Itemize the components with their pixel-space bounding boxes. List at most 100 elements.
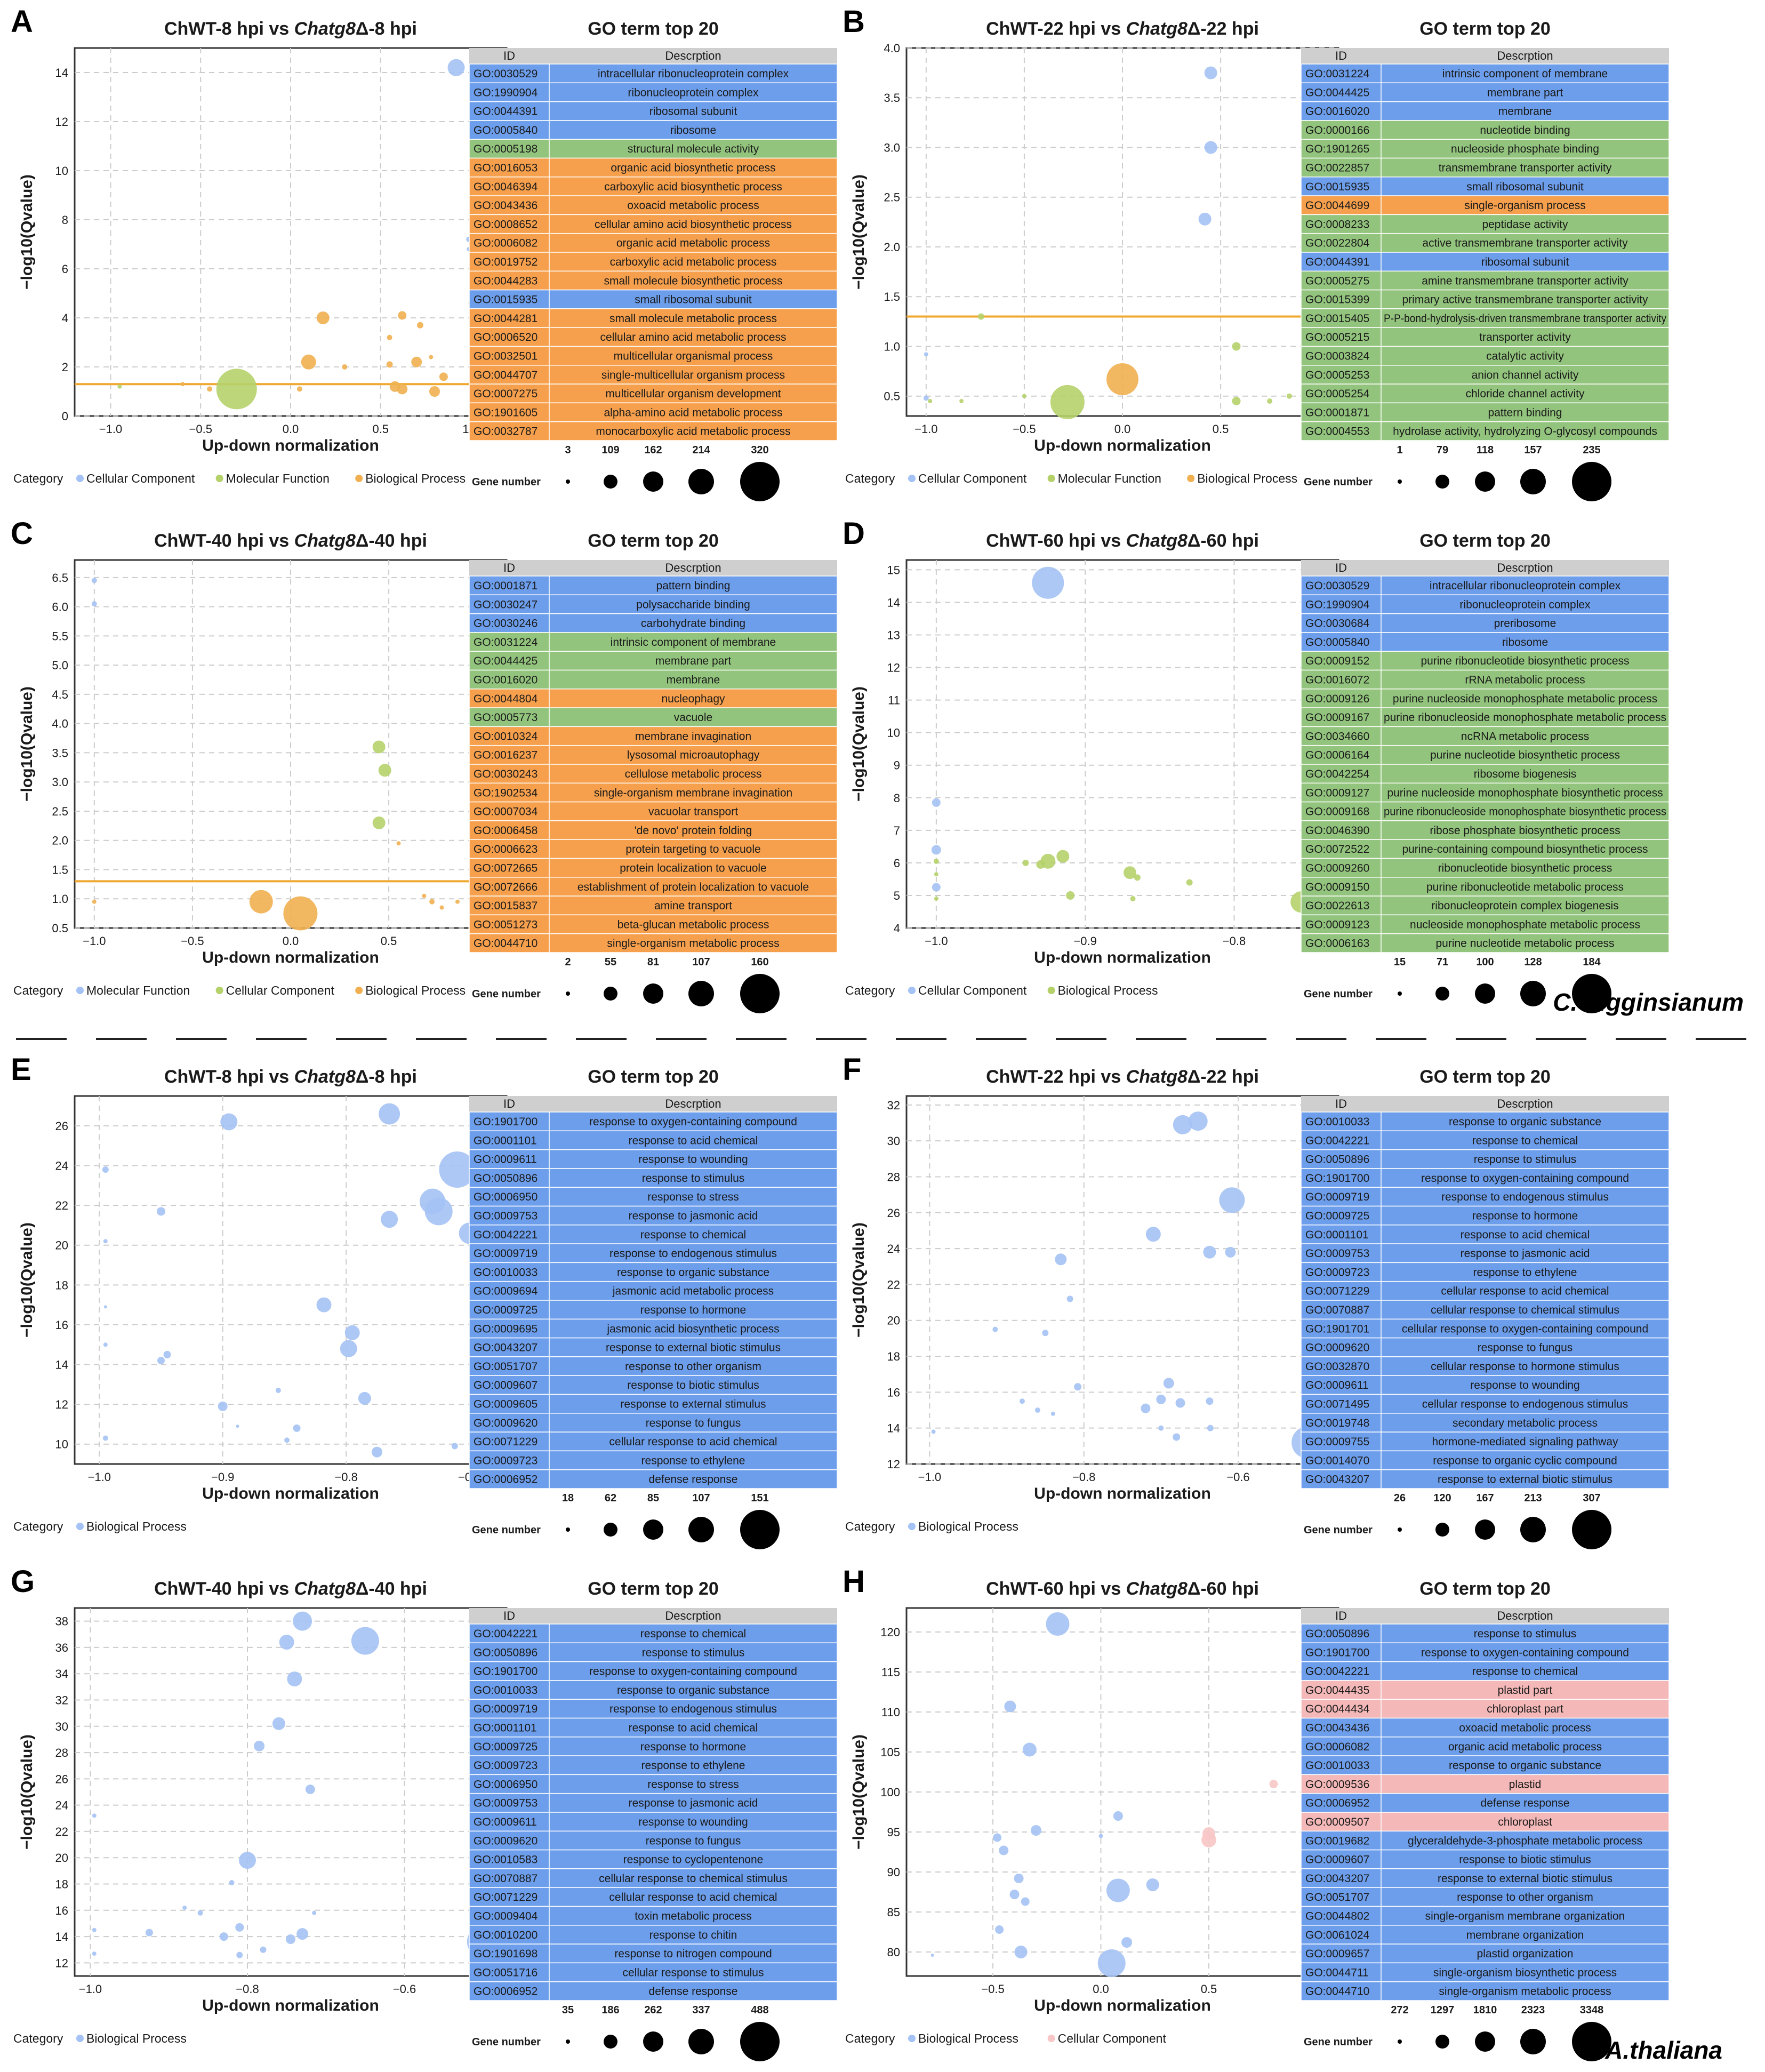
data-point [1034, 1407, 1040, 1413]
legend-gene-circle [1435, 987, 1449, 1001]
panel-letter: F [843, 1052, 861, 1087]
table-cell-id: GO:0070887 [1305, 1304, 1369, 1316]
table-cell-description: vacuolar transport [648, 806, 738, 818]
data-point [398, 311, 407, 320]
table-cell-id: GO:0009150 [1305, 881, 1369, 893]
table-cell-id: GO:0015399 [1305, 294, 1369, 306]
table-cell-id: GO:0009260 [1305, 862, 1369, 875]
table-row [1301, 1130, 1670, 1150]
table-cell-description: response to ethylene [641, 1454, 745, 1467]
legend-gene-circle [1572, 974, 1611, 1013]
table-row [1301, 1243, 1670, 1263]
table-row [1301, 1225, 1670, 1244]
table-title: GO term top 20 [1419, 19, 1551, 39]
table-cell-description: chloroplast part [1487, 1703, 1563, 1715]
y-tick-label: 34 [55, 1667, 68, 1681]
table-cell-description: response to stress [647, 1778, 739, 1790]
table-cell-id: GO:0000166 [1305, 124, 1369, 137]
x-tick-label: −0.8 [334, 1470, 357, 1484]
x-tick-label: 0.5 [1201, 1982, 1217, 1996]
table-cell-description: amine transmembrane transporter activity [1422, 275, 1628, 287]
table-cell-id: GO:0032787 [474, 426, 537, 438]
legend-category-title: Category [845, 2031, 895, 2045]
legend-gene-value: 1 [1397, 444, 1402, 456]
legend-gene-value: 18 [562, 1492, 574, 1504]
y-tick-label: 18 [887, 1350, 900, 1363]
table-cell-id: GO:0005840 [1305, 636, 1369, 649]
table-row [469, 421, 838, 441]
table-cell-description: pattern binding [656, 580, 731, 592]
table-header-description: Descrption [665, 1097, 721, 1110]
chart-title-part: ChWT-60 hpi vs [986, 1579, 1126, 1599]
table-cell-id: GO:0004553 [1305, 426, 1369, 438]
table-row [469, 1906, 838, 1926]
table-row [469, 233, 838, 253]
table-row [1301, 1943, 1670, 1964]
table-cell-description: response to external biotic stimulus [1438, 1474, 1612, 1486]
table-header-description: Descrption [1497, 1609, 1553, 1622]
table-cell-id: GO:0009620 [1305, 1342, 1369, 1354]
y-axis-label: −log10(Qvalue) [850, 1222, 868, 1338]
data-point [92, 899, 97, 904]
panel-letter: G [11, 1564, 35, 1599]
chart-title: ChWT-22 hpi vs Chatg8Δ-22 hpi [986, 19, 1259, 39]
table-cell-id: GO:0043207 [1305, 1873, 1369, 1885]
table-cell-description: cellular response to endogenous stimulus [1422, 1398, 1628, 1411]
y-tick-label: 22 [887, 1278, 900, 1291]
y-tick-label: 3.5 [884, 91, 900, 105]
table-header-id: ID [503, 1097, 515, 1110]
table-cell-description: carboxylic acid biosynthetic process [604, 181, 782, 193]
data-point [1113, 1811, 1123, 1821]
x-tick-label: 0.5 [372, 422, 389, 436]
x-tick-label: −1.0 [88, 1470, 111, 1484]
chart-title-gene: Chatg8 [1126, 1579, 1188, 1599]
table-cell-description: polysaccharide binding [636, 598, 750, 611]
table-cell-id: GO:0009620 [474, 1417, 537, 1429]
table-row [1301, 214, 1670, 234]
table-row [1301, 421, 1670, 441]
table-row [1301, 120, 1670, 140]
y-axis-label: −log10(Qvalue) [18, 1734, 36, 1850]
table-cell-id: GO:0016020 [474, 674, 537, 686]
table-row [1301, 177, 1670, 196]
table-cell-description: membrane invagination [635, 730, 751, 742]
table-cell-id: GO:0006950 [474, 1191, 537, 1203]
table-cell-id: GO:0019748 [1305, 1417, 1369, 1429]
table-row [469, 308, 838, 328]
table-row [1301, 877, 1670, 897]
x-tick-label: −1.0 [79, 1982, 102, 1996]
table-row [1301, 1394, 1670, 1414]
data-point [1019, 1398, 1025, 1404]
chart-title-part: ChWT-22 hpi vs [986, 19, 1126, 39]
table-cell-id: GO:1901605 [474, 406, 537, 419]
data-point [992, 1326, 998, 1332]
table-cell-id: GO:0009725 [474, 1304, 537, 1316]
table-cell-id: GO:0003824 [1305, 350, 1370, 363]
legend-swatch [908, 987, 916, 994]
table-row [469, 1281, 838, 1301]
table-cell-id: GO:0042221 [474, 1628, 537, 1640]
data-point [102, 1435, 108, 1441]
table-cell-description: amine transport [654, 900, 732, 912]
table-row [469, 1774, 838, 1794]
data-point [157, 1357, 165, 1365]
chart-title: ChWT-40 hpi vs Chatg8Δ-40 hpi [154, 531, 427, 551]
data-point [1050, 385, 1085, 419]
data-point [358, 1391, 371, 1405]
legend-category-label: Biological Process [1197, 471, 1297, 485]
legend-gene-value: 79 [1437, 444, 1448, 456]
data-point [934, 897, 938, 901]
table-cell-id: GO:0009607 [474, 1379, 537, 1391]
table-row [469, 914, 838, 934]
table-cell-description: carboxylic acid metabolic process [610, 256, 777, 268]
y-tick-label: 20 [55, 1851, 68, 1865]
table-header-description: Descrption [1497, 561, 1553, 574]
table-row [469, 1849, 838, 1869]
legend-category-title: Category [845, 471, 895, 485]
table-row [469, 1337, 838, 1357]
table-cell-id: GO:0009725 [474, 1741, 537, 1753]
y-tick-label: 1.0 [52, 892, 68, 906]
table-cell-description: ribonucleoprotein complex biogenesis [1431, 900, 1618, 912]
table-cell-id: GO:0009611 [1305, 1379, 1369, 1391]
y-axis-label: −log10(Qvalue) [850, 686, 868, 802]
